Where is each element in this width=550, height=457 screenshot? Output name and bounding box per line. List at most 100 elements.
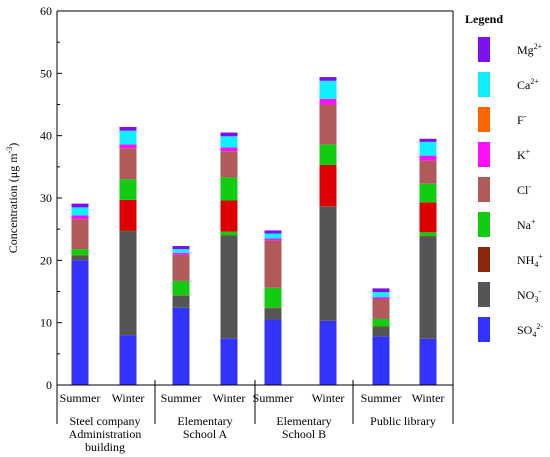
bar-segment-3-7	[220, 147, 238, 152]
bar-segment-6-10	[372, 288, 390, 293]
bar-segment-3-1	[220, 236, 238, 339]
bar-segment-4-6	[264, 240, 282, 288]
bar-segment-1-1	[119, 231, 137, 336]
legend-swatch-2	[478, 107, 490, 132]
x-tick-label-3: Winter	[213, 391, 246, 405]
bar-segment-2-9	[172, 249, 190, 253]
bar-segment-0-7	[71, 215, 89, 220]
y-tick-label-4: 40	[40, 129, 52, 143]
bar-segment-6-9	[372, 292, 390, 298]
legend-label-6: NH4+	[517, 252, 543, 269]
bar-segment-3-2	[220, 235, 238, 237]
group-label-3-0: Public library	[370, 414, 436, 428]
group-label-1-0: Elementary	[177, 414, 232, 428]
legend-label-0: Mg2+	[517, 42, 543, 57]
group-label-0-0: Steel company	[70, 414, 141, 428]
x-tick-label-5: Winter	[312, 391, 345, 405]
y-tick-label-0: 0	[46, 378, 52, 392]
bar-segment-1-10	[119, 126, 137, 131]
bar-segment-5-5	[319, 144, 337, 165]
bar-segment-4-10	[264, 230, 282, 234]
bar-segment-3-0	[220, 338, 238, 385]
bar-segment-5-10	[319, 77, 337, 81]
bar-segment-0-9	[71, 207, 89, 216]
y-tick-label-5: 50	[40, 66, 52, 80]
bar-segment-2-3	[172, 280, 190, 296]
legend-swatch-1	[478, 72, 490, 97]
legend-title: Legend	[465, 12, 503, 26]
bar-segment-7-2	[419, 236, 437, 237]
bar-segment-4-7	[264, 238, 282, 241]
legend: Mg2+ Ca2+ F- K+ Cl- Na+ NH4+ NO3- SO42-	[478, 37, 543, 342]
bar-segment-7-1	[419, 236, 437, 339]
bar-segment-7-4	[419, 202, 437, 233]
legend-swatch-8	[478, 317, 490, 342]
bar-segment-5-4	[319, 164, 337, 207]
legend-swatch-7	[478, 282, 490, 307]
bar-segment-3-6	[220, 151, 238, 178]
legend-label-5: Na+	[517, 217, 536, 232]
bar-segment-2-7	[172, 252, 190, 255]
bar-segment-7-3	[419, 232, 437, 237]
bar-segment-4-9	[264, 233, 282, 239]
bar-segment-1-6	[119, 148, 137, 180]
bar-segment-5-7	[319, 98, 337, 105]
bar-segment-6-3	[372, 318, 390, 327]
bar-segment-1-0	[119, 335, 137, 385]
legend-swatch-0	[478, 37, 490, 62]
group-label-0-1: Administration	[69, 427, 142, 441]
x-tick-label-2: Summer	[161, 391, 202, 405]
plot-area: 0 10 20 30 40 50 60 Summer Winter Summer Winter Sum…	[5, 4, 454, 454]
legend-label-7: NO3-	[517, 287, 541, 304]
bar-segment-7-9	[419, 141, 437, 156]
bar-segment-2-2	[172, 295, 190, 296]
bar-segment-1-9	[119, 130, 137, 145]
legend-swatch-5	[478, 212, 490, 237]
x-tick-label-7: Winter	[412, 391, 445, 405]
x-tick-label-1: Winter	[112, 391, 145, 405]
bar-segment-1-2	[119, 230, 137, 232]
legend-label-1: Ca2+	[517, 77, 539, 92]
bar-segment-6-6	[372, 298, 390, 319]
y-tick-label-1: 10	[40, 316, 52, 330]
bar-segment-0-1	[71, 255, 89, 261]
bar-segment-2-0	[172, 307, 190, 385]
x-tick-label-0: Summer	[60, 391, 101, 405]
legend-swatch-3	[478, 142, 490, 167]
group-label-2-0: Elementary	[276, 414, 331, 428]
legend-swatch-4	[478, 177, 490, 202]
bar-segment-1-7	[119, 144, 137, 149]
bar-segment-4-0	[264, 319, 282, 385]
x-tick-label-6: Summer	[361, 391, 402, 405]
y-tick-label-3: 30	[40, 191, 52, 205]
bar-segment-5-6	[319, 104, 337, 145]
bar-segment-1-4	[119, 199, 137, 231]
bar-segment-6-7	[372, 297, 390, 299]
bar-segment-7-10	[419, 138, 437, 142]
bar-segment-0-0	[71, 260, 89, 385]
y-tick-label-6: 60	[40, 4, 52, 18]
bar-segment-0-3	[71, 249, 89, 256]
bar-segment-5-0	[319, 320, 337, 385]
bar-segment-6-2	[372, 326, 390, 328]
bar-segment-2-1	[172, 295, 190, 308]
bar-segment-5-1	[319, 206, 337, 321]
bar-segment-7-0	[419, 338, 437, 385]
group-label-1-1: School A	[183, 427, 228, 441]
bar-segment-7-7	[419, 155, 437, 161]
bar-segment-4-3	[264, 287, 282, 308]
bar-segment-4-2	[264, 307, 282, 309]
bar-segment-2-10	[172, 245, 190, 250]
bar-segment-6-1	[372, 327, 390, 337]
bar-segment-0-2	[71, 255, 89, 256]
legend-label-8: SO42-	[517, 322, 543, 339]
bar-segment-3-5	[220, 177, 238, 201]
bar-segment-5-2	[319, 206, 337, 207]
bar-segment-1-5	[119, 179, 137, 200]
x-tick-label-4: Summer	[253, 391, 294, 405]
bar-segment-0-6	[71, 219, 89, 250]
y-axis-title: Concentration (μg m-3)	[5, 143, 20, 253]
bar-segment-2-6	[172, 254, 190, 281]
bar-segment-7-5	[419, 183, 437, 203]
